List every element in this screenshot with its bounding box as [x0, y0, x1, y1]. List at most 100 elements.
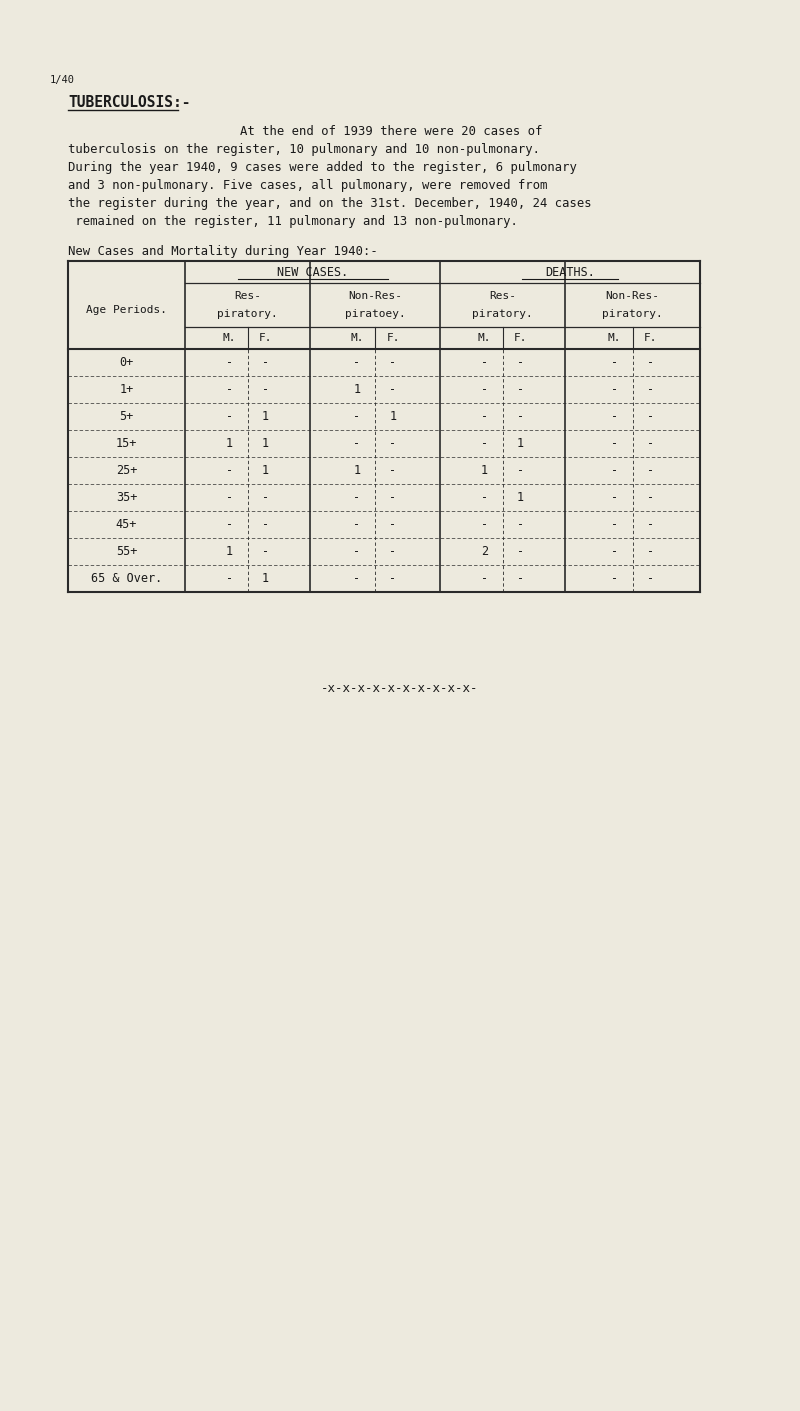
- Text: 1: 1: [262, 411, 269, 423]
- Text: 0+: 0+: [119, 356, 134, 370]
- Text: -: -: [226, 382, 233, 396]
- Text: -: -: [354, 491, 361, 504]
- Text: M.: M.: [222, 333, 236, 343]
- Text: -: -: [611, 356, 618, 370]
- Text: -: -: [481, 411, 488, 423]
- Text: -: -: [262, 382, 269, 396]
- Text: F.: F.: [258, 333, 272, 343]
- Text: -: -: [226, 491, 233, 504]
- Text: -: -: [647, 491, 654, 504]
- Text: -x-x-x-x-x-x-x-x-x-x-: -x-x-x-x-x-x-x-x-x-x-: [322, 682, 478, 696]
- Text: -: -: [647, 382, 654, 396]
- Text: -: -: [647, 464, 654, 477]
- Text: Non-Res-: Non-Res-: [606, 291, 659, 301]
- Text: -: -: [647, 356, 654, 370]
- Text: -: -: [647, 518, 654, 531]
- Text: 1: 1: [262, 571, 269, 586]
- Text: 1: 1: [226, 545, 233, 557]
- Text: -: -: [390, 382, 397, 396]
- Text: -: -: [226, 356, 233, 370]
- Text: -: -: [611, 382, 618, 396]
- Text: -: -: [354, 411, 361, 423]
- Text: -: -: [262, 545, 269, 557]
- Text: 1: 1: [354, 382, 361, 396]
- Text: piratoey.: piratoey.: [345, 309, 406, 319]
- Text: -: -: [226, 411, 233, 423]
- Text: remained on the register, 11 pulmonary and 13 non-pulmonary.: remained on the register, 11 pulmonary a…: [68, 214, 518, 229]
- Text: -: -: [262, 518, 269, 531]
- Text: -: -: [390, 464, 397, 477]
- Text: -: -: [354, 518, 361, 531]
- Text: -: -: [647, 545, 654, 557]
- Text: -: -: [262, 491, 269, 504]
- Text: F.: F.: [386, 333, 400, 343]
- Text: 1: 1: [517, 491, 524, 504]
- Text: -: -: [611, 491, 618, 504]
- Text: During the year 1940, 9 cases were added to the register, 6 pulmonary: During the year 1940, 9 cases were added…: [68, 161, 577, 174]
- Text: -: -: [481, 491, 488, 504]
- Text: -: -: [390, 518, 397, 531]
- Text: -: -: [611, 411, 618, 423]
- Text: -: -: [390, 491, 397, 504]
- Text: -: -: [611, 518, 618, 531]
- Text: At the end of 1939 there were 20 cases of: At the end of 1939 there were 20 cases o…: [240, 126, 542, 138]
- Text: -: -: [354, 571, 361, 586]
- Text: -: -: [481, 382, 488, 396]
- Text: Non-Res-: Non-Res-: [348, 291, 402, 301]
- Text: Res-: Res-: [489, 291, 516, 301]
- Text: M.: M.: [478, 333, 491, 343]
- Text: -: -: [226, 571, 233, 586]
- Text: -: -: [647, 571, 654, 586]
- Text: 1+: 1+: [119, 382, 134, 396]
- Text: -: -: [517, 411, 524, 423]
- Text: 1: 1: [390, 411, 397, 423]
- Text: piratory.: piratory.: [472, 309, 533, 319]
- Text: -: -: [354, 545, 361, 557]
- Text: -: -: [390, 356, 397, 370]
- Text: TUBERCULOSIS:-: TUBERCULOSIS:-: [68, 95, 190, 110]
- Text: -: -: [226, 518, 233, 531]
- Text: piratory.: piratory.: [602, 309, 663, 319]
- Text: 35+: 35+: [116, 491, 137, 504]
- Text: 1/40: 1/40: [50, 75, 75, 85]
- Text: M.: M.: [350, 333, 364, 343]
- Text: -: -: [611, 437, 618, 450]
- Text: -: -: [390, 571, 397, 586]
- Text: 1: 1: [481, 464, 488, 477]
- Text: 55+: 55+: [116, 545, 137, 557]
- Text: 15+: 15+: [116, 437, 137, 450]
- Text: -: -: [481, 518, 488, 531]
- Text: 5+: 5+: [119, 411, 134, 423]
- Text: -: -: [517, 382, 524, 396]
- Text: -: -: [481, 356, 488, 370]
- Text: 65 & Over.: 65 & Over.: [91, 571, 162, 586]
- Text: -: -: [517, 518, 524, 531]
- Text: -: -: [517, 464, 524, 477]
- Text: -: -: [611, 545, 618, 557]
- Text: -: -: [517, 545, 524, 557]
- Text: -: -: [390, 437, 397, 450]
- Text: New Cases and Mortality during Year 1940:-: New Cases and Mortality during Year 1940…: [68, 246, 378, 258]
- Text: F.: F.: [514, 333, 527, 343]
- Text: -: -: [481, 437, 488, 450]
- Text: -: -: [354, 437, 361, 450]
- Text: 1: 1: [226, 437, 233, 450]
- Text: Age Periods.: Age Periods.: [86, 305, 167, 315]
- Text: DEATHS.: DEATHS.: [545, 265, 595, 278]
- Text: NEW CASES.: NEW CASES.: [277, 265, 348, 278]
- Text: the register during the year, and on the 31st. December, 1940, 24 cases: the register during the year, and on the…: [68, 198, 592, 210]
- Text: -: -: [390, 545, 397, 557]
- Text: 2: 2: [481, 545, 488, 557]
- Text: -: -: [226, 464, 233, 477]
- Text: -: -: [611, 571, 618, 586]
- Text: tuberculosis on the register, 10 pulmonary and 10 non-pulmonary.: tuberculosis on the register, 10 pulmona…: [68, 143, 540, 157]
- Text: -: -: [517, 571, 524, 586]
- Text: 1: 1: [262, 437, 269, 450]
- Text: Res-: Res-: [234, 291, 261, 301]
- Text: -: -: [262, 356, 269, 370]
- Text: 45+: 45+: [116, 518, 137, 531]
- Text: and 3 non-pulmonary. Five cases, all pulmonary, were removed from: and 3 non-pulmonary. Five cases, all pul…: [68, 179, 547, 192]
- Text: 1: 1: [262, 464, 269, 477]
- Text: -: -: [481, 571, 488, 586]
- Text: -: -: [517, 356, 524, 370]
